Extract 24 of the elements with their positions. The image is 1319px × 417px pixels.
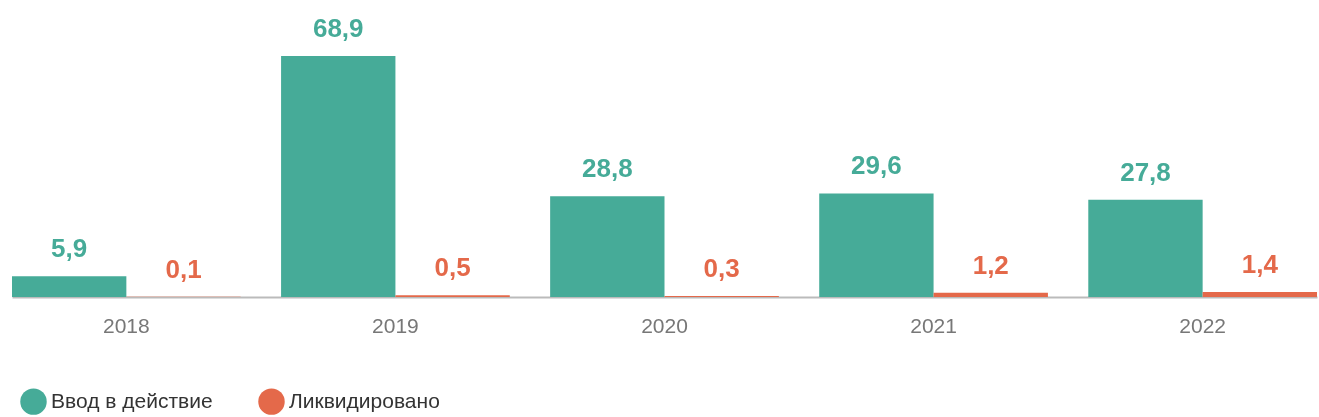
bar bbox=[933, 292, 1048, 297]
data-label: 1,4 bbox=[1241, 249, 1279, 280]
bar bbox=[819, 193, 934, 297]
data-label: 5,9 bbox=[51, 233, 88, 264]
data-label: 0,3 bbox=[703, 252, 740, 283]
data-label: 27,8 bbox=[1120, 156, 1171, 187]
data-label: 0,1 bbox=[165, 253, 202, 284]
data-label: 28,8 bbox=[582, 153, 633, 184]
bar bbox=[1088, 199, 1203, 297]
x-tick-label: 2018 bbox=[103, 313, 150, 337]
x-tick-label: 2022 bbox=[1179, 313, 1226, 337]
bar bbox=[550, 196, 665, 297]
data-label: 68,9 bbox=[312, 13, 364, 43]
bar bbox=[281, 56, 396, 297]
data-label: 29,6 bbox=[851, 150, 902, 181]
x-tick-label: 2021 bbox=[910, 313, 957, 337]
data-label: 0,5 bbox=[434, 252, 471, 283]
legend-label: Ликвидировано bbox=[289, 388, 440, 412]
bar bbox=[12, 276, 127, 297]
x-tick-label: 2020 bbox=[641, 313, 688, 337]
x-tick-label: 2019 bbox=[372, 313, 419, 337]
legend-label: Ввод в действие bbox=[51, 388, 213, 412]
bar bbox=[1202, 292, 1317, 297]
data-label: 1,2 bbox=[972, 249, 1009, 280]
